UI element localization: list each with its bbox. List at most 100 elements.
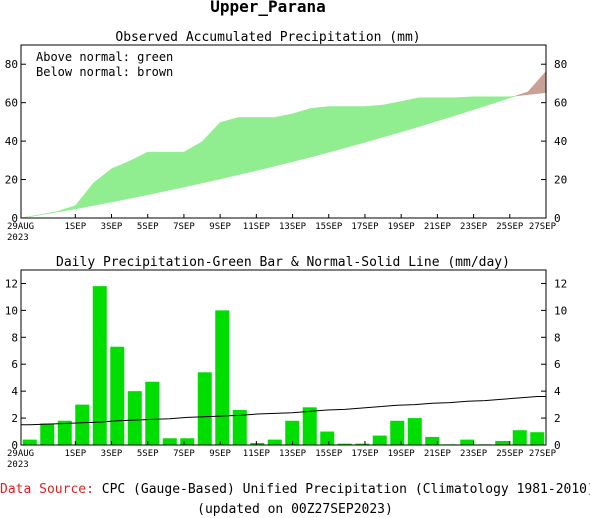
daily-precipitation-bar — [145, 381, 160, 445]
daily-precipitation-bar — [162, 438, 177, 445]
legend-below-normal: Below normal: brown — [36, 65, 173, 79]
daily-precipitation-bar — [372, 435, 387, 445]
bottom-ytick-label-left: 10 — [5, 304, 18, 317]
bottom-xtick-label: 15SEP — [315, 449, 343, 459]
above-normal-area — [38, 211, 58, 216]
top-xtick-label: 5SEP — [137, 222, 159, 232]
legend-above-normal: Above normal: green — [36, 50, 173, 64]
accumulated-precipitation-chart: 0 0 20 20 40 40 60 60 80 80 29AUG 1SEP 3SEP 5SEP 7SEP 9… — [5, 30, 568, 243]
bottom-ytick-label-right: 12 — [554, 277, 567, 290]
daily-precipitation-bar — [197, 372, 212, 445]
daily-precipitation-bar — [267, 439, 282, 445]
bottom-ytick-label-left: 6 — [11, 358, 18, 371]
bottom-ytick-label-right: 6 — [554, 358, 561, 371]
daily-precipitation-bar — [320, 431, 335, 445]
daily-precipitation-bar — [530, 432, 545, 445]
bottom-xtick-label: 17SEP — [351, 449, 379, 459]
daily-precipitation-bar — [302, 407, 317, 445]
top-chart-title: Observed Accumulated Precipitation (mm) — [115, 30, 420, 45]
top-year-label: 2023 — [7, 233, 29, 243]
bottom-xtick-label: 11SEP — [243, 449, 271, 459]
daily-precipitation-bar — [57, 420, 72, 445]
daily-precipitation-bar — [75, 404, 90, 445]
bottom-ytick-label-right: 10 — [554, 304, 567, 317]
bottom-ytick-label-right: 2 — [554, 412, 561, 425]
top-xtick-label: 15SEP — [315, 222, 343, 232]
data-source-line: Data Source: CPC (Gauge-Based) Unified P… — [0, 482, 590, 497]
above-normal-area — [129, 151, 148, 199]
top-ytick-label-right: 40 — [554, 135, 567, 148]
top-xtick-label: 7SEP — [173, 222, 195, 232]
bottom-xtick-label: 25SEP — [496, 449, 524, 459]
daily-precipitation-bar — [215, 310, 230, 445]
daily-precipitation-bar — [110, 346, 125, 445]
top-plot-frame — [20, 44, 547, 219]
below-normal-area — [515, 91, 529, 97]
above-normal-area — [455, 96, 474, 116]
daily-precipitation-bar — [512, 430, 527, 445]
above-normal-area — [491, 96, 511, 105]
above-normal-area — [201, 121, 221, 184]
top-xtick-label: 21SEP — [424, 222, 452, 232]
bottom-ytick-label-left: 8 — [11, 331, 18, 344]
above-normal-area — [346, 106, 366, 148]
daily-precipitation-bar — [22, 439, 37, 445]
bottom-xtick-label: 3SEP — [101, 449, 123, 459]
daily-precipitation-bar — [390, 420, 405, 445]
top-ytick-label-left: 0 — [11, 212, 18, 225]
above-normal-area — [509, 95, 516, 99]
daily-precipitation-bar — [127, 391, 142, 445]
above-normal-area — [328, 106, 348, 153]
above-normal-area — [219, 117, 239, 180]
bottom-xtick-label: 5SEP — [137, 449, 159, 459]
top-ytick-label-left: 40 — [5, 135, 18, 148]
above-normal-area — [147, 151, 167, 196]
bottom-xtick-label: 27SEP — [529, 449, 557, 459]
below-normal-area — [527, 70, 547, 95]
above-normal-area — [419, 97, 438, 127]
above-normal-area — [292, 108, 311, 163]
top-xtick-label: 29AUG — [7, 222, 34, 232]
data-source-text: CPC (Gauge-Based) Unified Precipitation … — [101, 482, 590, 497]
bottom-ytick-label-right: 8 — [554, 331, 561, 344]
above-normal-area — [183, 141, 203, 188]
top-xtick-label: 19SEP — [388, 222, 416, 232]
top-ytick-label-left: 80 — [5, 58, 18, 71]
daily-precipitation-bar — [40, 423, 55, 445]
bottom-xtick-label: 21SEP — [424, 449, 452, 459]
above-normal-area — [473, 96, 492, 110]
top-ytick-label-left: 60 — [5, 97, 18, 110]
bottom-xtick-label: 23SEP — [460, 449, 488, 459]
daily-precipitation-bar — [92, 286, 107, 445]
top-ytick-label-right: 60 — [554, 97, 567, 110]
top-xtick-label: 9SEP — [209, 222, 231, 232]
above-normal-area — [237, 117, 257, 176]
above-normal-area — [274, 113, 293, 167]
above-normal-area — [400, 97, 420, 133]
bottom-ytick-label-left: 2 — [11, 412, 18, 425]
bottom-chart-title: Daily Precipitation-Green Bar & Normal-S… — [56, 255, 510, 270]
above-normal-area — [364, 104, 384, 143]
bottom-xtick-label: 7SEP — [173, 449, 195, 459]
top-xtick-label: 3SEP — [101, 222, 123, 232]
top-xtick-label: 27SEP — [529, 222, 557, 232]
above-normal-area — [382, 101, 402, 138]
daily-precipitation-bar — [407, 418, 422, 445]
above-normal-area — [56, 205, 76, 213]
above-normal-area — [310, 106, 330, 158]
bottom-ytick-label-left: 4 — [11, 385, 18, 398]
top-ytick-label-right: 80 — [554, 58, 567, 71]
bottom-plot-frame — [20, 269, 547, 446]
updated-line: (updated on 00Z27SEP2023) — [197, 502, 393, 517]
daily-precipitation-bar — [425, 436, 440, 445]
above-normal-area — [111, 160, 130, 203]
bottom-xtick-label: 19SEP — [388, 449, 416, 459]
bottom-ytick-label-left: 12 — [5, 277, 18, 290]
daily-precipitation-bar — [250, 442, 265, 445]
top-xtick-label: 13SEP — [279, 222, 307, 232]
top-xtick-label: 1SEP — [64, 222, 86, 232]
top-ytick-label-left: 20 — [5, 174, 18, 187]
bottom-xtick-label: 9SEP — [209, 449, 231, 459]
top-xtick-label: 17SEP — [351, 222, 379, 232]
